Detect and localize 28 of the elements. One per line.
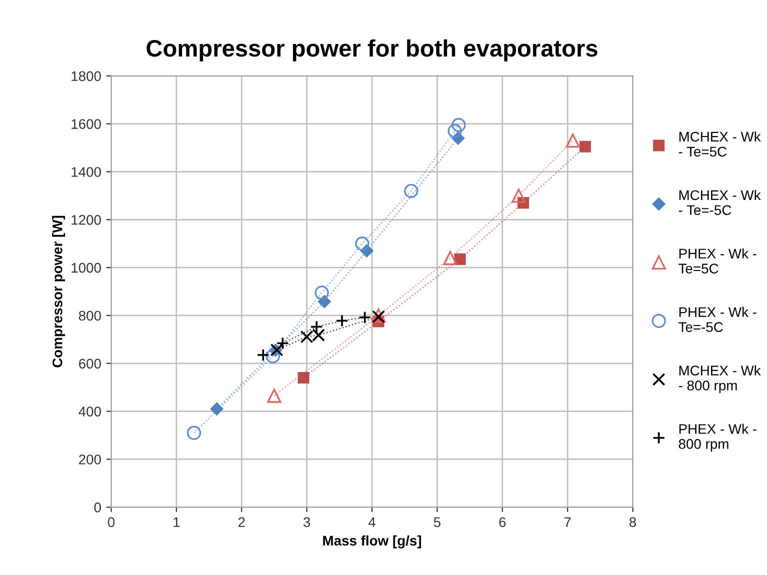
y-axis-title: Compressor power [W] [52, 216, 66, 368]
y-tick-label: 0 [94, 502, 101, 512]
y-tick-label: 1600 [72, 119, 101, 129]
y-tick-label: 1200 [72, 214, 101, 225]
y-tick-label: 1000 [72, 262, 101, 273]
x-tick-label: 7 [564, 517, 571, 527]
chart-title: Compressor power for both evaporators [146, 39, 598, 62]
legend-label: PHEX - Wk - 800 rpm [678, 424, 756, 452]
x-tick-label: 1 [174, 517, 180, 527]
legend-label: PHEX - Wk - Te=5C [678, 248, 756, 274]
x-tick-label: 4 [368, 517, 376, 527]
x-tick-label: 6 [499, 517, 506, 528]
y-tick-label: 800 [78, 310, 101, 321]
x-tick-label: 3 [303, 517, 310, 528]
x-axis-title: Mass flow [g/s] [323, 535, 421, 548]
y-tick-label: 1800 [72, 71, 101, 82]
x-tick-label: 2 [238, 517, 245, 527]
y-tick-label: 1400 [72, 167, 101, 177]
legend-label: MCHEX - Wk - Te=5C [678, 131, 761, 157]
legend-label: MCHEX - Wk - Te=-5C [678, 190, 761, 216]
y-tick-label: 600 [79, 358, 101, 369]
x-tick-label: 8 [630, 517, 636, 528]
legend-label: PHEX - Wk - Te=-5C [678, 306, 756, 332]
legend-label: MCHEX - Wk - 800 rpm [678, 365, 761, 394]
x-tick-label: 5 [434, 517, 440, 528]
y-tick-label: 200 [79, 454, 101, 464]
y-tick-label: 400 [78, 406, 101, 416]
x-tick-label: 0 [108, 517, 115, 528]
